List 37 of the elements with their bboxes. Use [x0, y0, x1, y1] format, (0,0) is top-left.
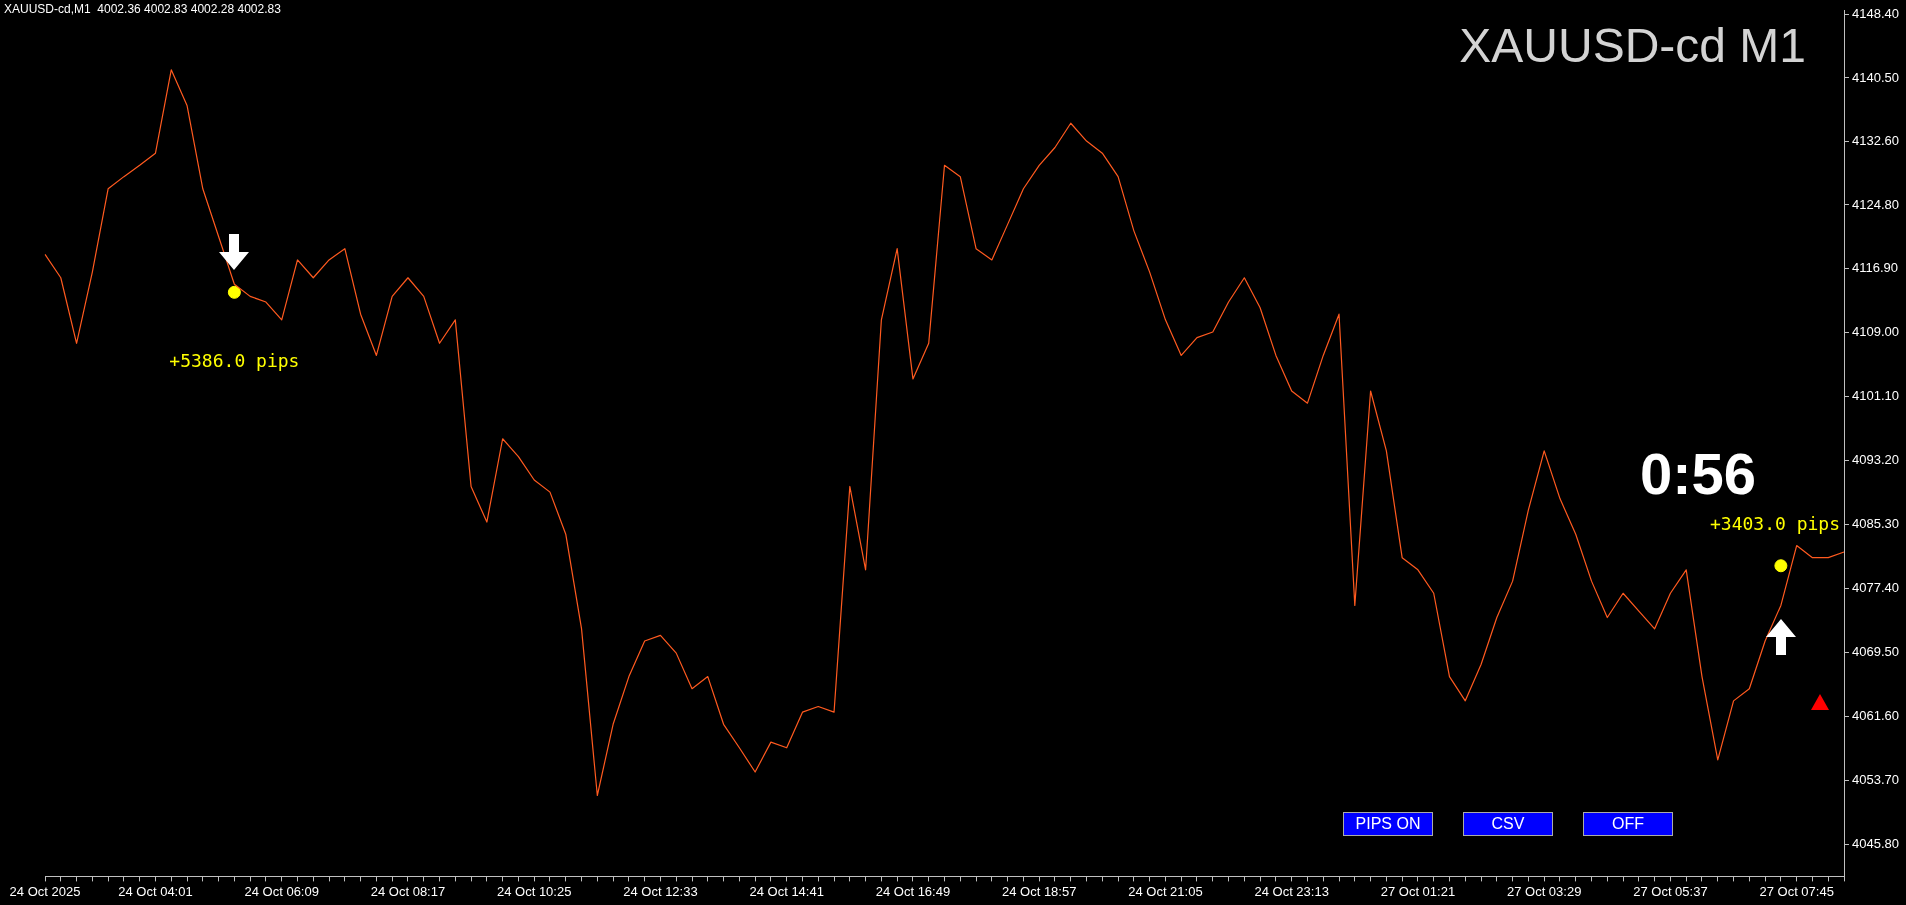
x-tick-label: 24 Oct 21:05	[1128, 883, 1203, 899]
chart-title: XAUUSD-cd M1	[1459, 18, 1806, 73]
y-tick-label: 4101.10	[1852, 388, 1900, 404]
annotation: +5386.0 pips	[169, 349, 300, 371]
x-tick-label: 24 Oct 23:13	[1254, 883, 1329, 899]
x-tick-label: 24 Oct 16:49	[875, 883, 951, 899]
annotation: 0:56	[1640, 440, 1757, 507]
x-tick-label: 24 Oct 12:33	[623, 883, 698, 899]
y-tick-label: 4061.60	[1852, 707, 1900, 723]
y-tick-label: 4116.90	[1852, 260, 1899, 276]
x-tick-label: 24 Oct 2025	[9, 883, 81, 899]
x-tick-label: 24 Oct 06:09	[244, 883, 319, 899]
y-tick-label: 4085.30	[1852, 516, 1900, 532]
button[interactable]: PIPS ON	[1343, 812, 1433, 836]
annotation: +3403.0 pips	[1709, 513, 1841, 535]
y-tick-label: 4124.80	[1852, 196, 1900, 212]
x-tick-label: 24 Oct 08:17	[370, 883, 446, 899]
button[interactable]: OFF	[1583, 812, 1673, 836]
y-tick-label: 4069.50	[1852, 643, 1900, 659]
annotation: XAUUSD-cd,M1 4002.36 4002.83 4002.28 4002.83	[4, 2, 281, 16]
y-tick-label: 4132.60	[1852, 133, 1900, 149]
x-tick-label: 27 Oct 05:37	[1633, 883, 1708, 899]
x-tick-label: 27 Oct 03:29	[1506, 883, 1582, 899]
y-tick-label: 4053.70	[1852, 771, 1900, 787]
x-tick-label: 24 Oct 18:57	[1001, 883, 1077, 899]
y-tick-label: 4093.20	[1852, 452, 1900, 468]
y-tick-label: 4148.40	[1852, 5, 1900, 21]
x-tick-label: 27 Oct 07:45	[1759, 883, 1834, 899]
button[interactable]: CSV	[1463, 812, 1553, 836]
y-tick-label: 4077.40	[1852, 579, 1900, 595]
x-tick-label: 24 Oct 04:01	[118, 883, 193, 899]
y-tick-label: 4109.00	[1852, 324, 1900, 340]
x-tick-label: 27 Oct 01:21	[1380, 883, 1456, 899]
x-tick-label: 24 Oct 10:25	[496, 883, 572, 899]
x-tick-label: 24 Oct 14:41	[749, 883, 824, 899]
y-tick-label: 4140.50	[1852, 69, 1900, 85]
y-tick-label: 4045.80	[1852, 835, 1900, 851]
